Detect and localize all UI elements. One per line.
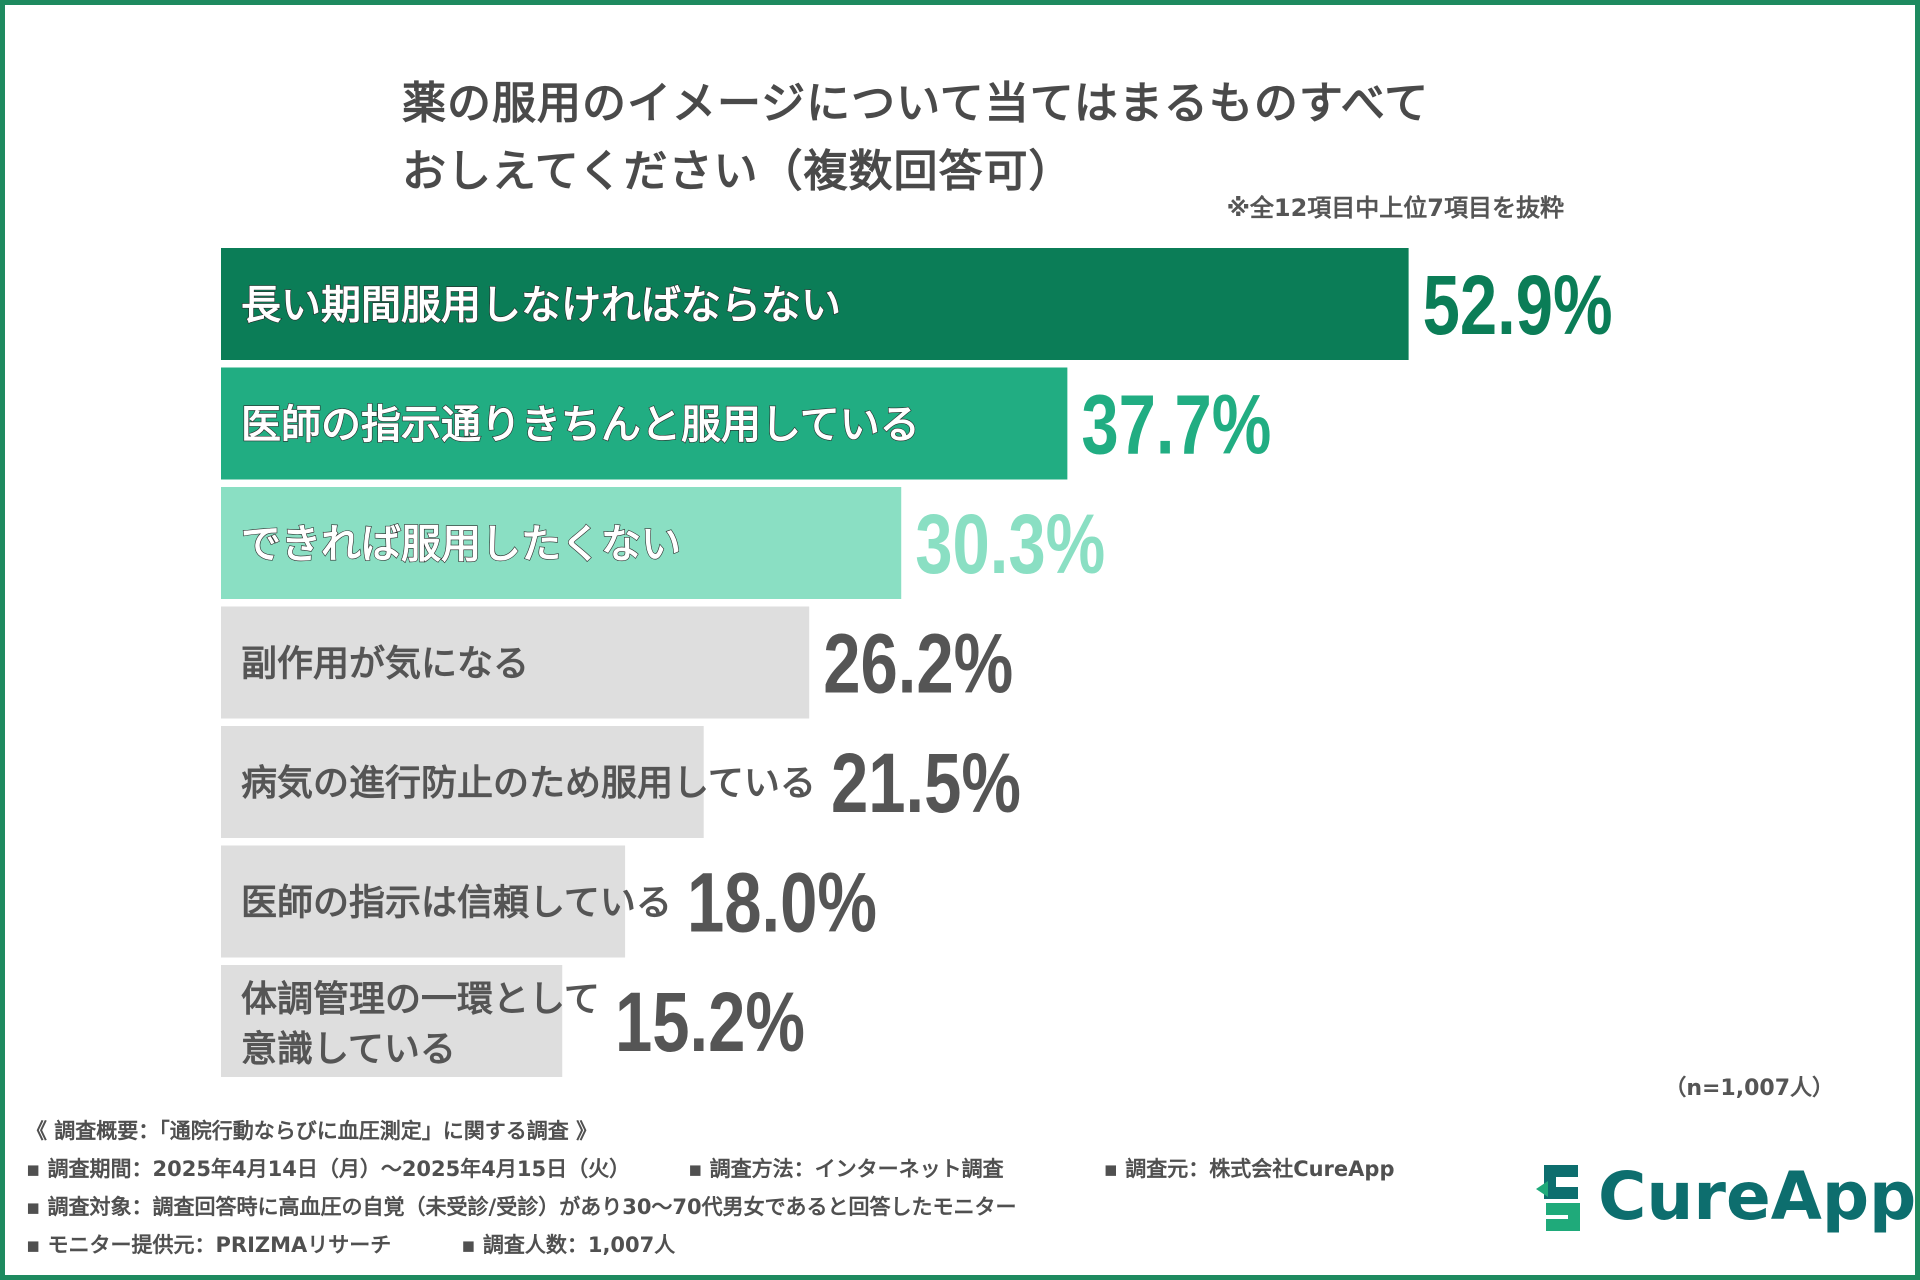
chart-title-line1: 薬の服用のイメージについて当てはまるものすべて bbox=[402, 78, 1430, 129]
bar-label-7-line1: 体調管理の一環として bbox=[241, 979, 600, 1020]
cureapp-logo-icon bbox=[1536, 1164, 1580, 1231]
value-label-3: 30.3% bbox=[915, 497, 1105, 591]
survey-method: ▪ 調査方法：インターネット調査 bbox=[688, 1157, 1004, 1181]
bar-4 bbox=[221, 606, 810, 719]
cureapp-logo: CureApp bbox=[1534, 1158, 1916, 1235]
bar-6 bbox=[221, 845, 626, 958]
chart-title-line2: おしえてください（複数回答可） bbox=[402, 146, 1074, 197]
survey-provider: ▪ モニター提供元：PRIZMAリサーチ bbox=[26, 1233, 392, 1257]
value-label-7: 15.2% bbox=[615, 975, 805, 1069]
survey-overview: 《 調査概要：「通院行動ならびに血圧測定」に関する調査 》 bbox=[26, 1119, 598, 1143]
survey-provider-row: ▪ モニター提供元：PRIZMAリサーチ ▪ 調査人数：1,007人 bbox=[26, 1226, 1394, 1264]
bar-1 bbox=[221, 248, 1409, 360]
bar-chart: 長い期間服用しなければならない 52.9% 医師の指示通りきちんと服用している 37.… bbox=[221, 248, 1613, 1077]
bar-label-2: 医師の指示通りきちんと服用している bbox=[241, 402, 920, 448]
bar-7 bbox=[221, 965, 563, 1077]
survey-period: ▪ 調査期間：2025年4月14日（月）～2025年4月15日（火） bbox=[26, 1157, 631, 1181]
value-label-5: 21.5% bbox=[831, 736, 1021, 830]
bar-3 bbox=[221, 487, 902, 599]
survey-meta-row: ▪ 調査期間：2025年4月14日（月）～2025年4月15日（火） ▪ 調査方法… bbox=[26, 1150, 1394, 1188]
survey-count: ▪ 調査人数：1,007人 bbox=[461, 1233, 676, 1257]
value-label-4: 26.2% bbox=[823, 617, 1013, 711]
value-label-6: 18.0% bbox=[687, 856, 877, 950]
bar-label-6: 医師の指示は信頼している bbox=[241, 882, 672, 923]
bar-2 bbox=[221, 367, 1068, 480]
bar-label-7-line2: 意識している bbox=[241, 1029, 456, 1070]
bar-label-4: 副作用が気になる bbox=[241, 643, 529, 684]
survey-footer: 《 調査概要：「通院行動ならびに血圧測定」に関する調査 》 ▪ 調査期間：202… bbox=[26, 1112, 1394, 1264]
cureapp-logo-text: CureApp bbox=[1598, 1158, 1917, 1235]
sample-size-note: （n=1,007人） bbox=[1664, 1076, 1834, 1101]
bar-5 bbox=[221, 726, 704, 838]
excerpt-note: ※全12項目中上位7項目を抜粋 bbox=[1226, 194, 1564, 222]
chart-title: 薬の服用のイメージについて当てはまるものすべて おしえてください（複数回答可） bbox=[402, 70, 1429, 206]
survey-source: ▪ 調査元：株式会社CureApp bbox=[1103, 1157, 1395, 1181]
bar-label-1: 長い期間服用しなければならない bbox=[241, 282, 841, 328]
survey-target: ▪ 調査対象：調査回答時に高血圧の自覚（未受診/受診）があり30～70代男女であ… bbox=[26, 1195, 1017, 1219]
bar-label-5: 病気の進行防止のため服用している bbox=[241, 763, 816, 804]
value-label-1: 52.9% bbox=[1423, 258, 1613, 352]
bar-label-3: できれば服用したくない bbox=[241, 521, 681, 567]
value-label-2: 37.7% bbox=[1081, 378, 1271, 472]
